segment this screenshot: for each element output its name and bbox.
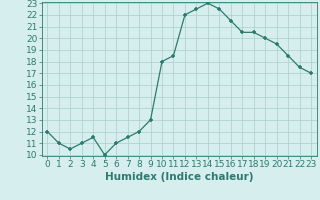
- X-axis label: Humidex (Indice chaleur): Humidex (Indice chaleur): [105, 172, 253, 182]
